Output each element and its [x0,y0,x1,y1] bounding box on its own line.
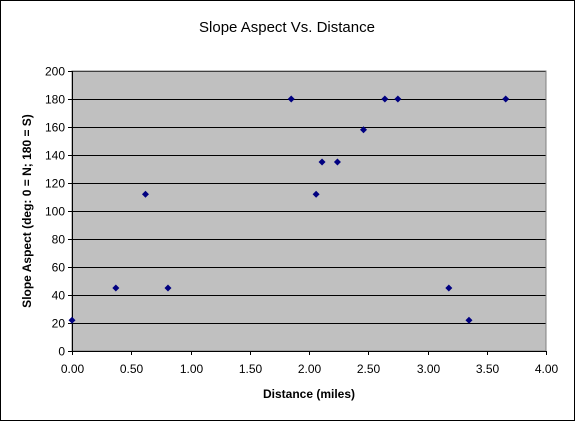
axes [68,71,547,355]
data-point [312,190,320,198]
data-point [164,284,172,292]
x-tick-label: 2.50 [357,362,381,376]
y-tick-label: 140 [45,149,65,163]
data-point [112,284,120,292]
data-point [465,316,473,324]
y-tick-label: 120 [45,177,65,191]
y-tick-label: 80 [52,233,66,247]
x-axis-title: Distance (miles) [263,387,355,401]
x-tick-label: 4.00 [535,362,559,376]
chart-title: Slope Aspect Vs. Distance [199,19,375,36]
data-point [394,95,402,103]
y-tick-label: 20 [52,317,66,331]
y-tick-label: 180 [45,93,65,107]
x-tick-label: 1.50 [239,362,263,376]
y-tick-label: 100 [45,205,65,219]
x-tick-label: 3.50 [476,362,500,376]
data-point [360,126,368,134]
x-tick-label: 0.50 [120,362,144,376]
data-point [445,284,453,292]
data-point [68,316,76,324]
x-tick-label: 3.00 [417,362,441,376]
y-tick-label: 0 [58,345,65,359]
data-points [68,95,510,324]
data-point [381,95,389,103]
data-point [333,158,341,166]
data-point [141,190,149,198]
x-tick-label: 2.00 [298,362,322,376]
data-point [287,95,295,103]
data-point [502,95,510,103]
tick-labels: 0 20 40 60 80 100 120 140 160 180 200 0.00 0.50 1.00 1… [45,65,559,377]
y-tick-label: 60 [52,261,66,275]
x-tick-label: 1.00 [180,362,204,376]
y-axis-title: Slope Aspect (deg: 0 = N; 180 = S) [20,114,34,308]
x-tick-label: 0.00 [61,362,85,376]
data-point [318,158,326,166]
y-tick-label: 160 [45,121,65,135]
y-tick-label: 40 [52,289,66,303]
y-tick-label: 200 [45,65,65,79]
